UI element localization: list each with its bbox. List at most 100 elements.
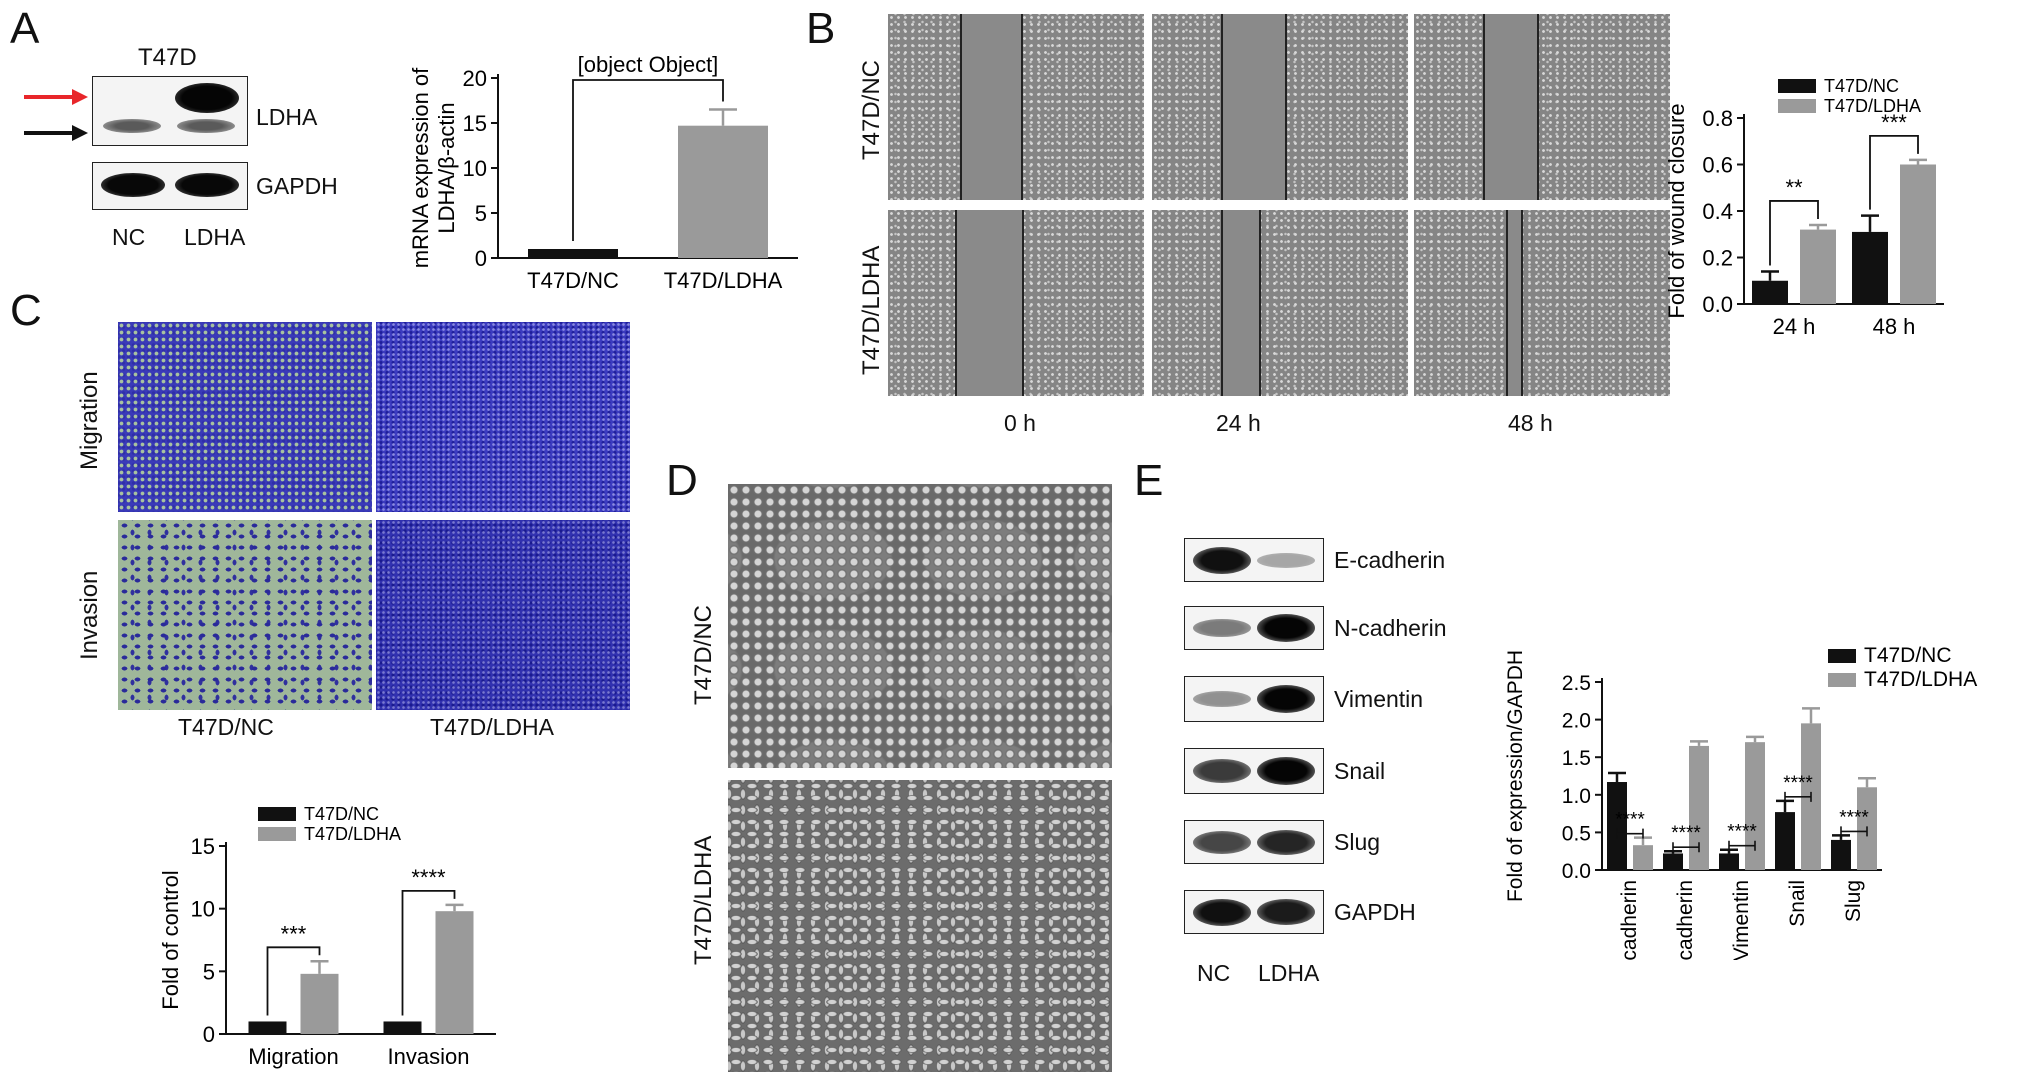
y-axis-label: Fold of control [158,870,183,1009]
blot-band [1193,830,1251,854]
significance-label: ** [1785,175,1803,200]
bar [300,973,339,1034]
significance-bracket [1784,791,1812,802]
wound-edge-line [1259,210,1261,396]
wound-image [888,210,1144,396]
blot-band [1193,546,1251,574]
blot-band [1193,759,1251,783]
y-tick-label: 10 [191,897,215,922]
bar [1752,280,1788,304]
bar [1775,812,1795,870]
y-tick-label: 10 [463,156,487,181]
x-tick-label: Slug [1842,880,1865,922]
y-tick-label: 15 [191,834,215,859]
panel-label-b: B [806,4,836,53]
x-tick-label: Migration [248,1044,338,1069]
blot-label: GAPDH [1334,899,1416,925]
significance-label: **** [1839,807,1869,828]
wound-gap [1506,210,1521,396]
bar [1852,231,1888,304]
significance-bracket [1728,840,1756,851]
x-tick-label: N-cadherin [1674,880,1697,960]
wound-edge-line [1521,210,1523,396]
lane-label-e-ldha: LDHA [1258,960,1320,986]
blot-label: N-cadherin [1334,615,1447,641]
blot-label: Snail [1334,758,1386,784]
lane-label-ldha: LDHA [184,224,246,250]
significance-label: **** [411,865,446,890]
significance-label: *** [281,921,307,946]
blot-label: Slug [1334,829,1381,855]
wound-edge-line [955,210,957,396]
y-tick-label: 0.6 [1702,153,1733,178]
bar [435,911,474,1034]
blot-gapdh [1184,890,1324,934]
y-tick-label: 0.0 [1702,292,1733,317]
x-tick-label: 48 h [1873,314,1916,339]
panel-label-a: A [10,4,40,53]
row-label-d-nc: T47D/NC [690,604,717,705]
x-tick-label: Snail [1786,880,1809,927]
blot-label: Vimentin [1334,686,1424,712]
morphology-image-nc [728,484,1112,768]
blot-band [1193,619,1251,637]
cell-line-label: T47D [138,44,197,71]
y-tick-label: 5 [475,201,487,226]
panel-label-c: C [10,286,42,335]
legend-label: T47D/LDHA [1864,668,1977,691]
wound-gap [955,210,1022,396]
significance-bracket [401,890,456,1016]
wound-image [1414,14,1670,200]
legend-swatch [1778,99,1816,113]
y-tick-label: 20 [463,66,487,91]
bar [1900,164,1936,304]
chart-b-wound-closure: 0.0 0.2 0.4 0.6 0.8 Fold of wound closure 24 h… [1664,76,1944,339]
wound-edge-line [1221,210,1223,396]
significance-label: [object Object] [578,52,719,77]
significance-bracket [1672,842,1700,853]
bar [383,1021,422,1034]
row-label-b-ldha: T47D/LDHA [858,245,885,375]
legend-label: T47D/NC [1864,644,1952,667]
lane-label-e-nc: NC [1197,960,1231,986]
morphology-image-ldha [728,780,1112,1072]
y-tick-label: 0.8 [1702,106,1733,131]
x-tick-label: Vimentin [1730,880,1753,960]
panel-label-e: E [1134,456,1164,505]
blot-band [1257,552,1315,568]
wound-gap [960,14,1021,200]
blot-ldha [92,76,248,146]
y-tick-label: 15 [463,111,487,136]
y-tick-label: 2.5 [1562,672,1591,695]
wound-gap [1221,14,1285,200]
y-tick-label: 0 [203,1022,215,1047]
y-axis-label: mRNA expression of [408,67,433,268]
significance-bracket [1869,134,1919,210]
lane-label-nc: NC [112,224,146,250]
significance-label: **** [1671,823,1701,844]
bar [678,125,768,258]
wound-edge-line [1483,14,1485,200]
bar [1607,782,1627,870]
chart-e-emt-expression: 0.0 0.5 1.0 1.5 2.0 2.5 Fold of expression/GAP… [1504,644,1977,960]
blot-band [1193,691,1251,707]
bar [528,249,618,258]
legend-label: T47D/LDHA [304,824,401,844]
y-tick-label: 2.0 [1562,710,1591,733]
arrow-icons [24,89,88,141]
chart-a-ldha-mrna: 0 5 10 15 20 mRNA expression of LDHA/β-actin T4… [408,52,798,293]
bar [1689,745,1709,870]
wound-edge-line [1021,14,1023,200]
significance-bracket [572,79,724,241]
legend-label: T47D/NC [1824,76,1899,96]
y-tick-label: 1.5 [1562,747,1591,770]
wound-image [888,14,1144,200]
y-axis-label: Fold of expression/GAPDH [1504,650,1527,902]
legend-swatch [1828,673,1856,687]
red-arrow-icon [24,89,88,105]
blot-label: E-cadherin [1334,547,1446,573]
significance-label: **** [1783,773,1813,794]
significance-bracket [1840,826,1868,837]
blot-n-cadherin [1184,606,1324,650]
significance-label: *** [1881,110,1907,135]
